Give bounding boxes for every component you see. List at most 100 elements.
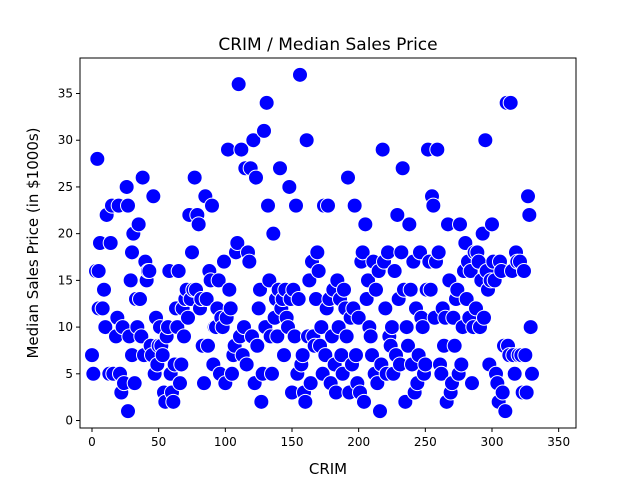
data-point [414, 319, 431, 336]
data-point [90, 263, 107, 280]
data-point [145, 188, 162, 205]
data-point [517, 347, 534, 364]
y-tick-label: 25 [58, 180, 73, 194]
data-point [368, 281, 384, 298]
data-point [233, 141, 250, 158]
data-point [230, 76, 247, 93]
x-tick-label: 250 [414, 435, 437, 449]
data-point [346, 197, 363, 214]
x-tick-label: 350 [547, 435, 570, 449]
data-point [362, 328, 379, 345]
data-point [422, 281, 439, 298]
data-point [477, 132, 494, 149]
data-point [222, 300, 239, 317]
data-point [464, 375, 480, 392]
y-tick-label: 0 [65, 414, 73, 428]
data-point [134, 169, 151, 186]
data-point [238, 356, 255, 373]
data-point [102, 235, 119, 251]
data-point [377, 300, 394, 317]
data-point [446, 337, 463, 354]
data-point [354, 244, 371, 261]
data-point [249, 337, 266, 354]
x-tick-label: 0 [88, 435, 96, 449]
data-point [172, 375, 188, 392]
data-point [200, 337, 216, 354]
x-axis: 0 50 100 150 200 250 300 350 [88, 428, 570, 449]
data-point [524, 365, 540, 382]
data-point [386, 263, 403, 280]
data-point [340, 169, 356, 186]
data-point [516, 263, 532, 280]
y-tick-label: 30 [58, 133, 73, 147]
data-point [497, 403, 514, 420]
data-point [338, 328, 355, 345]
data-point [141, 263, 158, 280]
data-point [356, 393, 372, 410]
data-point [484, 216, 500, 233]
data-point [198, 291, 215, 308]
data-point [400, 337, 416, 354]
data-point [374, 141, 391, 158]
data-point [429, 141, 446, 158]
data-point [350, 309, 367, 326]
data-point [357, 216, 374, 233]
data-point [170, 263, 187, 280]
data-point [165, 393, 182, 410]
data-point [425, 197, 442, 214]
data-point [118, 178, 135, 195]
y-axis: 0 5 10 15 20 25 30 35 [58, 87, 80, 428]
data-point [452, 216, 468, 233]
data-point [85, 365, 102, 382]
data-point [221, 281, 238, 298]
data-point [130, 216, 147, 233]
x-tick-label: 200 [347, 435, 370, 449]
data-point [286, 328, 303, 345]
y-tick-label: 15 [58, 273, 73, 287]
data-point [173, 356, 190, 373]
data-point [522, 319, 539, 336]
data-points [84, 66, 540, 420]
data-point [216, 253, 232, 270]
data-point [241, 253, 258, 270]
data-point [430, 244, 447, 261]
data-point [250, 300, 267, 317]
data-point [97, 319, 114, 336]
data-point [328, 384, 344, 401]
data-point [336, 281, 352, 298]
data-point [120, 197, 136, 214]
data-point [298, 132, 315, 149]
data-point [417, 356, 434, 373]
data-point [260, 197, 276, 214]
data-point [272, 160, 288, 177]
data-point [518, 384, 535, 401]
data-point [494, 384, 511, 401]
data-point [258, 94, 275, 111]
chart-title: CRIM / Median Sales Price [218, 35, 437, 55]
data-point [265, 225, 282, 242]
data-point [281, 178, 298, 195]
data-point [320, 197, 336, 214]
data-point [184, 244, 200, 261]
data-point [253, 393, 270, 410]
data-point [126, 375, 143, 392]
data-point [176, 328, 192, 345]
data-point [288, 197, 304, 214]
data-point [309, 244, 326, 261]
data-point [506, 365, 523, 382]
data-point [154, 347, 171, 364]
data-point [502, 94, 519, 111]
data-point [520, 188, 536, 205]
y-tick-label: 10 [58, 320, 73, 334]
data-point [269, 328, 286, 345]
data-point [380, 244, 396, 261]
data-point [401, 216, 418, 233]
y-tick-label: 35 [58, 87, 73, 101]
x-tick-label: 300 [481, 435, 504, 449]
data-point [384, 319, 400, 336]
data-point [398, 319, 415, 336]
data-point [180, 309, 196, 326]
y-axis-title: Median Sales Price (in $1000s) [24, 127, 42, 358]
x-tick-label: 100 [214, 435, 237, 449]
x-axis-title: CRIM [309, 460, 347, 478]
